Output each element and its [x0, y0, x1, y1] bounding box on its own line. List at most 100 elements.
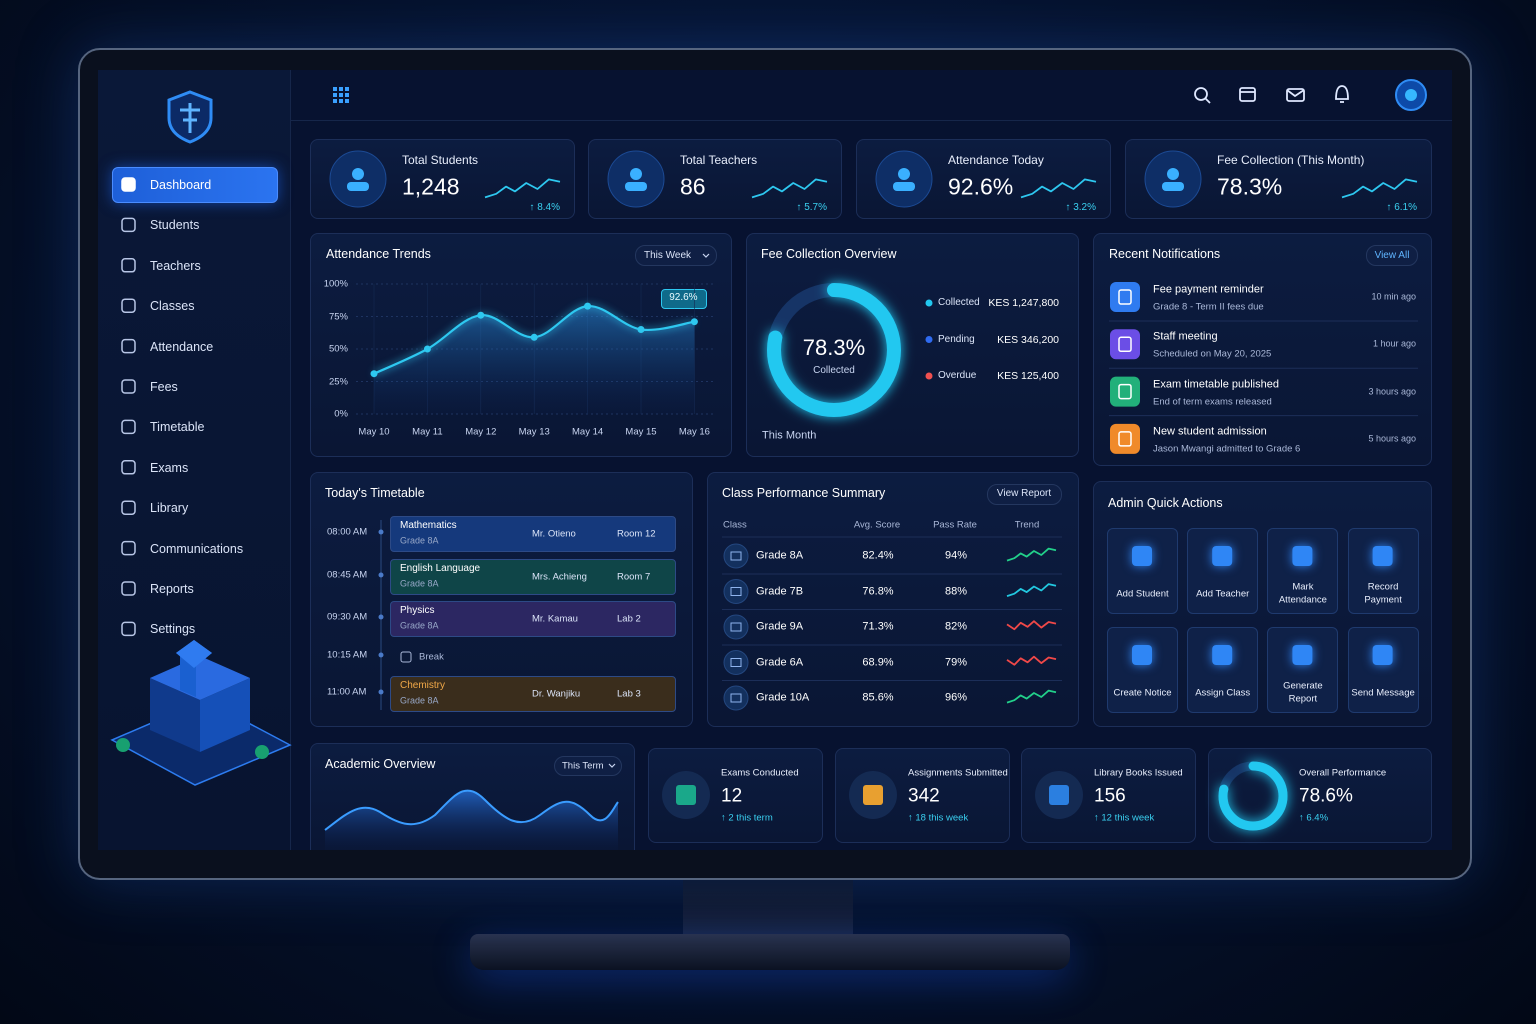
kpi-icon [893, 182, 915, 191]
monitor-stand-neck [683, 878, 853, 940]
lesson-block [390, 516, 676, 552]
stat-change: ↑ 12 this week [1094, 812, 1155, 824]
class-icon [723, 543, 749, 569]
quick-action-tile[interactable] [1107, 627, 1178, 713]
kpi-value: 92.6% [948, 173, 1014, 200]
menu-label: Students [150, 218, 200, 233]
action-label: Add Student [1116, 588, 1169, 600]
filter-button[interactable] [554, 756, 622, 776]
line-point [423, 345, 431, 353]
menu-icon [121, 621, 136, 637]
action-icon [1292, 645, 1313, 665]
column-header: Pass Rate [933, 519, 977, 531]
quick-action-tile[interactable] [1267, 528, 1339, 614]
kpi-icon [347, 182, 369, 191]
x-tick-label: May 14 [572, 426, 604, 438]
column-header: Class [723, 519, 747, 531]
menu-icon [121, 177, 136, 192]
y-tick-label: 0% [334, 408, 348, 420]
donut-label: Collected [813, 365, 855, 376]
notification-subtitle: End of term exams released [1153, 395, 1272, 407]
filter-button[interactable] [635, 245, 717, 266]
card-title: Class Performance Summary [722, 485, 886, 500]
lesson-room: Lab 2 [617, 613, 641, 625]
button-label: View All [1374, 250, 1410, 261]
lesson-subject: Mathematics [400, 520, 457, 531]
kpi-value: 1,248 [402, 173, 460, 200]
y-tick-label: 100% [323, 278, 348, 290]
class-name: Grade 8A [756, 549, 804, 562]
menu-label: Exams [150, 460, 189, 475]
x-tick-label: May 13 [518, 426, 550, 438]
pass-rate: 82% [944, 620, 968, 633]
legend-dot [925, 299, 933, 307]
notification-icon [1110, 423, 1140, 454]
y-tick-label: 50% [328, 343, 348, 355]
monitor-stand-base [470, 934, 1070, 970]
kpi-label: Total Teachers [680, 153, 758, 167]
timeline-dot [378, 529, 384, 535]
stat-change: ↑ 6.4% [1299, 812, 1329, 824]
quick-action-tile[interactable] [1107, 528, 1178, 614]
action-icon [1212, 645, 1233, 665]
quick-action-tile[interactable] [1347, 528, 1419, 614]
legend-label: Collected [938, 297, 980, 308]
pass-rate: 79% [944, 656, 968, 668]
class-glyph [730, 551, 742, 561]
kpi-label: Attendance Today [948, 153, 1044, 167]
quick-action-tile[interactable] [1187, 627, 1259, 713]
logo-cross [180, 103, 200, 133]
stat-icon [676, 785, 696, 805]
lesson-teacher: Mrs. Achieng [532, 571, 587, 583]
class-icon [723, 614, 749, 640]
view-report-button[interactable] [987, 484, 1062, 505]
action-label: Create Notice [1113, 687, 1172, 699]
notification-title: Fee payment reminder [1153, 283, 1264, 296]
kpi-change: ↑ 8.4% [529, 202, 560, 213]
menu-item[interactable] [112, 167, 278, 203]
quick-action-tile[interactable] [1267, 627, 1339, 713]
notification-time: 3 hours ago [1368, 386, 1416, 397]
pass-rate: 96% [944, 691, 968, 704]
stat-icon [1049, 785, 1069, 805]
menu-icon [121, 338, 136, 354]
kpi-icon [898, 168, 910, 180]
kpi-value: 86 [680, 173, 706, 200]
apps-grid-icon[interactable] [333, 87, 349, 103]
class-glyph [730, 587, 742, 596]
lesson-room: Lab 3 [617, 688, 641, 700]
action-label: Send Message [1351, 687, 1415, 699]
notification-icon [1110, 282, 1140, 312]
menu-icon [121, 540, 136, 556]
quick-action-tile[interactable] [1187, 528, 1259, 614]
menu-icon [121, 379, 136, 394]
lesson-block [390, 559, 676, 595]
view-all-button[interactable] [1366, 245, 1418, 266]
class-icon [723, 685, 749, 711]
action-icon [1372, 546, 1393, 566]
top-bar-icons[interactable] [1194, 85, 1349, 104]
notification-subtitle: Jason Mwangi admitted to Grade 6 [1153, 443, 1301, 455]
class-icon [723, 650, 749, 675]
menu-icon [121, 460, 136, 475]
sparkline [751, 178, 828, 199]
x-tick-label: May 11 [412, 426, 443, 438]
ring-arc [767, 283, 901, 417]
lesson-room: Room 12 [617, 528, 656, 540]
notification-title: Exam timetable published [1153, 378, 1279, 391]
menu-icon [121, 500, 136, 515]
class-performance-card [707, 472, 1079, 727]
lesson-subject: Physics [400, 605, 435, 616]
notification-glyph [1118, 336, 1132, 353]
menu-icon [121, 419, 136, 435]
stat-label: Overall Performance [1299, 767, 1387, 779]
legend-dot [925, 372, 933, 380]
stat-label: Library Books Issued [1094, 767, 1183, 779]
stat-value: 78.6% [1299, 785, 1353, 807]
quick-action-tile[interactable] [1347, 627, 1419, 713]
sparkline [1006, 547, 1057, 562]
pass-rate: 88% [944, 585, 968, 597]
column-header: Trend [1014, 519, 1040, 531]
